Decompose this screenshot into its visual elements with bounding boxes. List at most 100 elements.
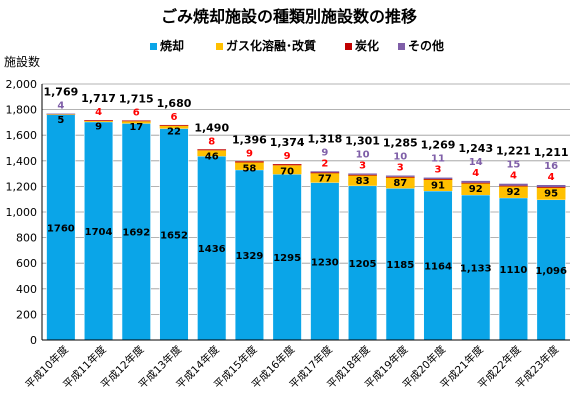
total-value-label: 1,243 (458, 142, 493, 155)
incineration-value-label: 1,096 (535, 266, 567, 277)
y-tick-label: 1,200 (6, 180, 38, 193)
bar-segment (385, 176, 415, 178)
bar-segment (499, 185, 528, 187)
carbonization-value-label: 4 (548, 172, 555, 183)
legend-swatch (150, 43, 157, 50)
other-value-label: 14 (469, 157, 483, 168)
bar-segment (348, 173, 377, 175)
total-value-label: 1,285 (383, 137, 418, 150)
gasification-value-label: 70 (280, 166, 294, 177)
total-value-label: 1,769 (43, 86, 78, 99)
incineration-value-label: 1692 (122, 228, 150, 239)
bar-segment (310, 182, 340, 341)
carbonization-value-label: 6 (133, 107, 140, 118)
total-value-label: 1,318 (307, 132, 342, 145)
gasification-value-label: 9 (95, 122, 102, 133)
bar-segment (385, 188, 415, 341)
total-value-label: 1,680 (157, 97, 192, 110)
carbonization-value-label: 3 (397, 163, 404, 174)
y-tick-label: 600 (16, 257, 37, 270)
bar-segment (310, 171, 340, 173)
gasification-value-label: 92 (506, 187, 520, 198)
incineration-value-label: 1760 (47, 223, 75, 234)
bar-segment (272, 164, 302, 166)
gasification-value-label: 17 (129, 122, 143, 133)
legend-label: その他 (408, 38, 444, 53)
bar-segment (536, 187, 566, 188)
bar-segment (347, 185, 378, 341)
total-value-label: 1,717 (81, 92, 116, 105)
bar-segment (310, 172, 340, 183)
bar-segment (272, 173, 302, 341)
gasification-value-label: 87 (393, 178, 407, 189)
bar-segment (235, 161, 264, 163)
total-value-label: 1,269 (421, 139, 456, 152)
bars: 1760541,7691704941,71716921761,715165222… (43, 86, 569, 341)
incineration-value-label: 1704 (85, 227, 113, 238)
other-value-label: 10 (356, 149, 370, 160)
bar-segment (499, 183, 528, 186)
carbonization-value-label: 2 (321, 158, 328, 169)
bar-segment (46, 114, 76, 115)
gasification-value-label: 58 (242, 163, 256, 174)
x-axis: 平成10年度平成11年度平成12年度平成13年度平成14年度平成15年度平成16… (23, 339, 570, 391)
gasification-value-label: 91 (431, 180, 445, 191)
carbonization-value-label: 4 (510, 171, 517, 182)
total-value-label: 1,374 (270, 136, 305, 149)
bar-segment (348, 175, 377, 186)
incineration-value-label: 1652 (160, 230, 188, 241)
carbonization-value-label: 4 (95, 107, 102, 118)
bar-segment (423, 190, 453, 341)
incineration-value-label: 1110 (500, 265, 528, 276)
carbonization-value-label: 4 (472, 168, 479, 179)
bar-segment (121, 120, 151, 122)
incineration-value-label: 1185 (386, 260, 414, 271)
total-value-label: 1,715 (119, 92, 154, 105)
bar-segment (46, 114, 76, 341)
bar-segment (84, 120, 113, 122)
total-value-label: 1,396 (232, 133, 267, 146)
y-tick-label: 2,000 (6, 78, 38, 91)
bar-segment (536, 199, 566, 341)
incineration-value-label: 1205 (349, 259, 377, 270)
total-value-label: 1,221 (496, 145, 531, 158)
carbonization-value-label: 8 (208, 136, 215, 147)
bar-segment (121, 123, 151, 341)
gasification-value-label: 77 (318, 174, 332, 185)
y-tick-label: 1,000 (6, 206, 38, 219)
y-tick-label: 400 (16, 283, 37, 296)
carbonization-value-label: 3 (359, 160, 366, 171)
bar-segment (197, 150, 227, 157)
legend-label: ガス化溶融･改質 (226, 38, 316, 53)
y-tick-label: 200 (16, 308, 37, 321)
legend-swatch (216, 43, 223, 50)
other-value-label: 11 (431, 154, 445, 165)
bar-segment (536, 187, 566, 200)
bar-segment (385, 175, 415, 177)
carbonization-value-label: 6 (171, 112, 178, 123)
incineration-value-label: 1329 (236, 251, 264, 262)
bar-segment (159, 128, 189, 341)
bar-segment (423, 178, 453, 180)
bar-segment (197, 149, 227, 151)
carbonization-value-label: 9 (246, 148, 253, 159)
bar-segment (461, 180, 491, 183)
other-value-label: 10 (393, 152, 407, 163)
incineration-value-label: 1436 (198, 244, 226, 255)
legend-label: 炭化 (355, 38, 379, 53)
bar-segment (197, 155, 227, 341)
incineration-value-label: 1164 (424, 262, 452, 273)
legend-label: 焼却 (160, 38, 184, 53)
gasification-value-label: 83 (356, 176, 370, 187)
incineration-value-label: 1230 (311, 257, 339, 268)
bar-segment (159, 124, 189, 126)
y-tick-label: 1,400 (6, 155, 38, 168)
bar-segment (536, 184, 566, 188)
bar-segment (499, 186, 528, 198)
bar-segment (385, 177, 415, 189)
legend: 焼却 ガス化溶融･改質 炭化 その他 (150, 38, 444, 53)
gasification-value-label: 22 (167, 127, 181, 138)
bar-segment (159, 125, 189, 129)
legend-swatch (345, 43, 352, 50)
